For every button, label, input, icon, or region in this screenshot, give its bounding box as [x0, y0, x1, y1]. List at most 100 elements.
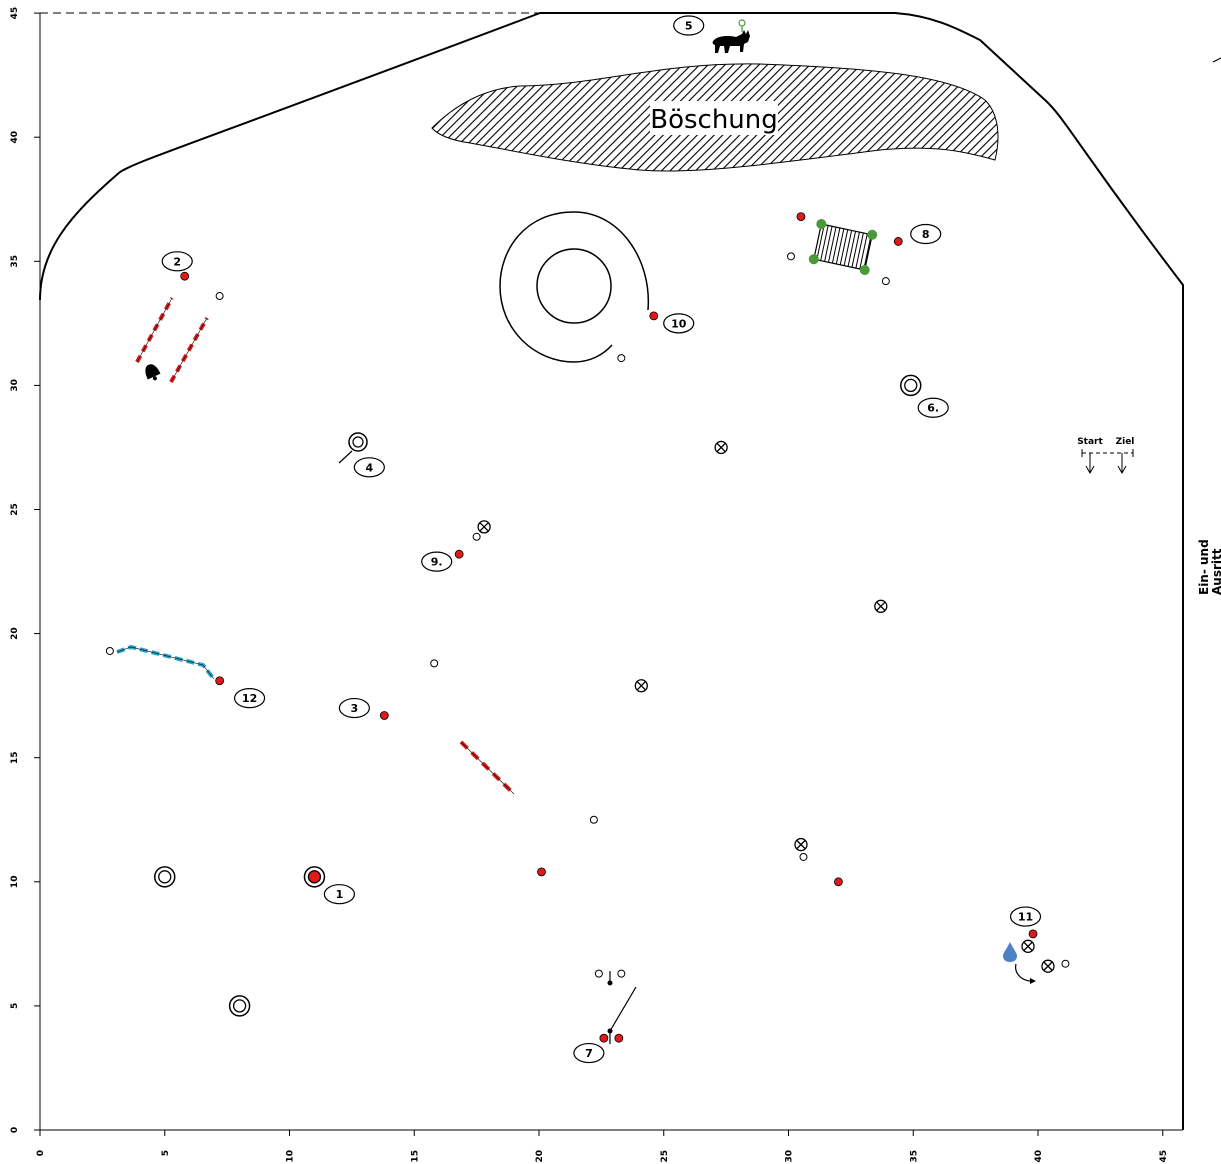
x-tick-label: 45	[1159, 1150, 1169, 1163]
y-tick-label: 40	[10, 131, 20, 144]
obstacle-number: 6.	[927, 402, 939, 415]
white-flag-marker	[594, 969, 603, 978]
white-flag-marker	[617, 969, 626, 978]
red-flag-markers	[180, 212, 1038, 1043]
ring-marker	[900, 374, 922, 397]
obstacle-number: 7	[585, 1047, 593, 1060]
red-flag-marker	[1028, 929, 1038, 939]
red-flag-marker	[215, 676, 225, 686]
white-flag-marker	[786, 252, 795, 261]
white-flag-marker	[1061, 959, 1070, 968]
obstacle-label-3: 3	[338, 697, 370, 719]
cross-marker	[477, 520, 491, 534]
gate-obstacle-7	[607, 971, 637, 1044]
white-flag-marker	[617, 354, 626, 363]
red-flag-marker	[834, 877, 843, 887]
rail-obstacle-12	[116, 644, 216, 681]
obstacle-label-6: 6.	[917, 397, 949, 418]
entrance-label-line2: Ausritt	[1210, 548, 1221, 595]
x-tick-label: 15	[410, 1150, 420, 1163]
x-tick-label: 5	[161, 1150, 171, 1156]
white-flag-marker	[881, 277, 890, 286]
cross-marker	[634, 679, 648, 693]
y-tick-label: 30	[10, 379, 20, 392]
bridge-obstacle	[808, 218, 878, 276]
spiral-obstacle	[499, 211, 650, 363]
embankment: Böschung	[431, 63, 999, 172]
ring-marker	[154, 866, 176, 888]
red-flag-marker	[599, 1033, 609, 1043]
obstacle-label-2: 2	[161, 251, 193, 272]
white-flag-marker	[589, 815, 598, 824]
white-flag-marker	[799, 852, 808, 861]
obstacle-label-11: 11	[1009, 906, 1042, 927]
ground-pole	[459, 740, 516, 796]
obstacle-number: 10	[671, 317, 687, 330]
obstacle-number: 11	[1018, 911, 1033, 924]
x-tick-label: 10	[286, 1150, 296, 1163]
ring-marker	[228, 995, 251, 1017]
turn-arrow-icon	[1015, 963, 1031, 982]
y-tick-label: 5	[10, 1003, 20, 1009]
cross-marker	[874, 599, 888, 613]
x-tick-label: 35	[909, 1150, 919, 1163]
white-flag-marker	[472, 532, 481, 541]
spiral-inner-ring	[536, 248, 612, 324]
white-flag-markers	[105, 252, 1070, 978]
bell-icon	[145, 364, 161, 381]
red-flag-marker	[796, 212, 806, 222]
red-flag-marker	[893, 237, 903, 246]
obstacle-label-1: 1	[323, 884, 355, 905]
y-tick-label: 20	[10, 627, 20, 640]
water-obstacle-11	[1003, 942, 1036, 984]
arena-boundary	[39, 12, 1184, 1130]
ring-markers	[154, 374, 922, 1017]
red-flag-marker	[379, 711, 389, 720]
x-tick-label: 20	[535, 1150, 545, 1163]
obstacle-label-4: 4	[353, 457, 385, 478]
red-flag-marker	[537, 867, 546, 877]
bush-icon	[816, 218, 827, 229]
y-tick-label: 15	[10, 751, 20, 764]
entrance-exit-label: Ein- und Ausritt	[1197, 539, 1221, 595]
start-finish-markers: Start Ziel	[1077, 437, 1134, 475]
bush-icon	[859, 265, 870, 276]
embankment-label: Böschung	[650, 105, 778, 135]
y-tick-label: 10	[10, 876, 20, 889]
x-tick-label: 30	[785, 1150, 795, 1163]
obstacle-number: 1	[336, 888, 344, 901]
start-ring-marker	[303, 866, 326, 888]
bull-icon	[712, 19, 750, 53]
water-drop-icon	[1003, 942, 1017, 962]
obstacle-label-12: 12	[233, 688, 266, 709]
cross-markers	[477, 440, 1055, 973]
x-axis-ticks: 0 5 10 15 20 25 30 35 40 45	[36, 1130, 1169, 1163]
y-tick-label: 35	[10, 255, 20, 268]
x-tick-label: 0	[36, 1150, 46, 1156]
cross-marker	[794, 837, 808, 852]
obstacle-label-8: 8	[910, 223, 942, 245]
entrance-arrow-icon	[1212, 57, 1221, 63]
obstacle-number: 5	[685, 20, 693, 33]
ring-obstacle-4	[338, 432, 368, 464]
obstacle-number: 4	[366, 461, 374, 474]
obstacle-label-5: 5	[673, 15, 705, 36]
obstacle-number: 12	[242, 692, 257, 705]
red-flag-marker	[649, 311, 659, 321]
cross-marker	[1021, 939, 1035, 953]
y-axis-ticks: 0 5 10 15 20 25 30 35 40 45	[10, 7, 40, 1133]
white-flag-marker	[105, 646, 114, 655]
y-tick-label: 25	[10, 503, 20, 516]
embankment-label-bg	[650, 101, 778, 135]
x-tick-label: 25	[660, 1150, 670, 1163]
cross-marker	[1041, 959, 1055, 973]
obstacle-label-7: 7	[573, 1042, 605, 1064]
obstacle-number: 2	[173, 255, 181, 268]
x-tick-label: 40	[1034, 1150, 1044, 1163]
obstacle-label-10: 10	[663, 313, 695, 334]
red-flag-marker	[614, 1033, 624, 1043]
red-flag-marker	[454, 549, 464, 559]
